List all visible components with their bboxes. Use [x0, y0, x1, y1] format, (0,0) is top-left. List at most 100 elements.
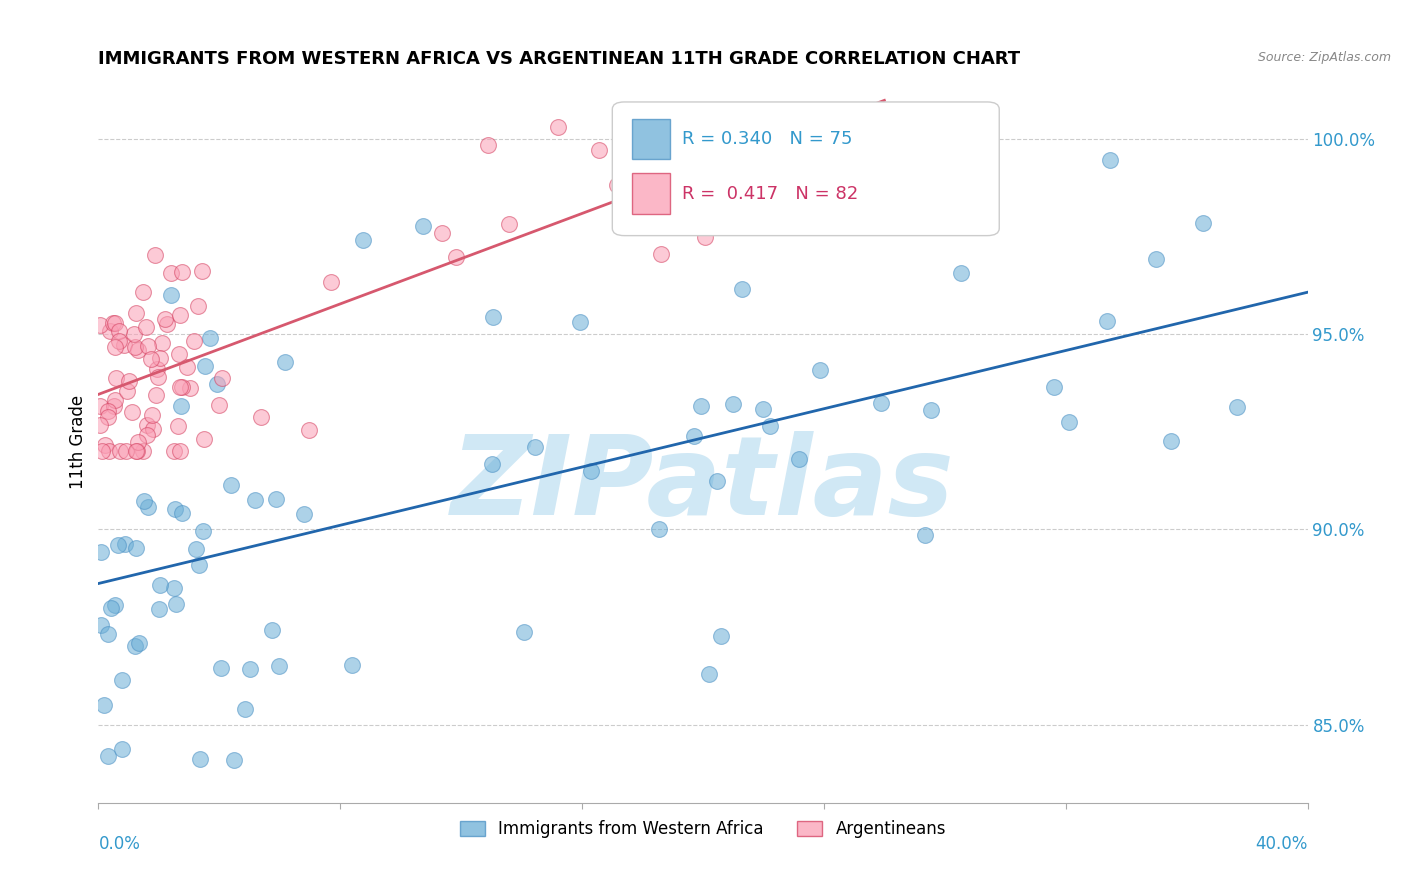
Point	[145, 388, 167, 402]
Text: 0.0%: 0.0%	[98, 835, 141, 854]
Point	[274, 355, 297, 369]
Point	[97, 749, 120, 764]
Point	[752, 402, 775, 417]
Point	[163, 444, 186, 458]
Point	[807, 124, 830, 138]
Point	[127, 444, 149, 458]
Point	[184, 542, 207, 557]
Point	[121, 405, 143, 419]
Point	[446, 250, 468, 264]
Point	[103, 400, 125, 414]
Point	[690, 399, 713, 413]
Point	[636, 192, 658, 206]
Point	[163, 581, 186, 595]
Point	[191, 524, 214, 538]
Point	[710, 628, 733, 642]
Point	[146, 362, 169, 376]
Point	[152, 335, 174, 350]
Point	[141, 408, 163, 422]
Point	[243, 493, 266, 508]
Point	[104, 371, 127, 385]
Y-axis label: 11th Grade: 11th Grade	[69, 394, 87, 489]
Point	[808, 363, 831, 377]
Point	[167, 347, 190, 361]
Point	[269, 658, 291, 673]
Point	[233, 701, 256, 715]
Text: IMMIGRANTS FROM WESTERN AFRICA VS ARGENTINEAN 11TH GRADE CORRELATION CHART: IMMIGRANTS FROM WESTERN AFRICA VS ARGENT…	[98, 50, 1021, 68]
Point	[98, 444, 121, 458]
Point	[104, 598, 127, 612]
Point	[870, 396, 893, 410]
Point	[98, 324, 121, 338]
Point	[165, 597, 187, 611]
Point	[90, 544, 112, 558]
Point	[198, 331, 221, 345]
Point	[179, 381, 201, 395]
Point	[125, 306, 148, 320]
Point	[920, 403, 942, 417]
Point	[211, 371, 233, 385]
Point	[132, 285, 155, 300]
Point	[172, 507, 194, 521]
Point	[135, 418, 157, 433]
Point	[111, 742, 134, 756]
Point	[222, 754, 245, 768]
Point	[352, 233, 374, 247]
Point	[498, 217, 520, 231]
Point	[481, 457, 503, 471]
FancyBboxPatch shape	[631, 119, 671, 159]
Point	[706, 474, 728, 488]
Point	[91, 444, 114, 458]
Point	[89, 417, 111, 432]
Point	[114, 537, 136, 551]
Point	[94, 438, 117, 452]
Text: ZIPatlas: ZIPatlas	[451, 432, 955, 539]
Point	[187, 300, 209, 314]
Point	[264, 492, 287, 507]
Point	[668, 132, 690, 146]
Point	[731, 282, 754, 296]
Point	[134, 494, 156, 508]
Point	[93, 698, 115, 712]
Point	[914, 527, 936, 541]
Point	[108, 334, 131, 348]
Point	[148, 601, 170, 615]
Point	[170, 379, 193, 393]
Point	[188, 751, 211, 765]
Point	[114, 444, 136, 458]
Point	[298, 423, 321, 437]
FancyBboxPatch shape	[631, 173, 671, 214]
Point	[579, 464, 602, 478]
Point	[160, 288, 183, 302]
Point	[194, 359, 217, 373]
Point	[800, 120, 823, 135]
Point	[187, 558, 209, 573]
Text: Source: ZipAtlas.com: Source: ZipAtlas.com	[1258, 51, 1391, 63]
Point	[606, 178, 628, 192]
Point	[135, 319, 157, 334]
FancyBboxPatch shape	[613, 102, 1000, 235]
Point	[477, 137, 499, 152]
Point	[97, 409, 120, 424]
Point	[1095, 314, 1118, 328]
Point	[117, 374, 139, 388]
Point	[149, 351, 172, 365]
Point	[547, 120, 569, 135]
Point	[89, 318, 111, 332]
Point	[103, 316, 125, 330]
Point	[111, 673, 134, 687]
Point	[172, 265, 194, 279]
Point	[260, 623, 283, 637]
Point	[208, 398, 231, 412]
Point	[112, 338, 135, 352]
Point	[650, 247, 672, 261]
Point	[125, 541, 148, 556]
Point	[1192, 216, 1215, 230]
Point	[127, 343, 149, 357]
Point	[104, 392, 127, 407]
Point	[97, 626, 120, 640]
Point	[156, 317, 179, 331]
Text: R =  0.417   N = 82: R = 0.417 N = 82	[682, 185, 859, 202]
Point	[124, 639, 146, 653]
Point	[107, 324, 129, 338]
